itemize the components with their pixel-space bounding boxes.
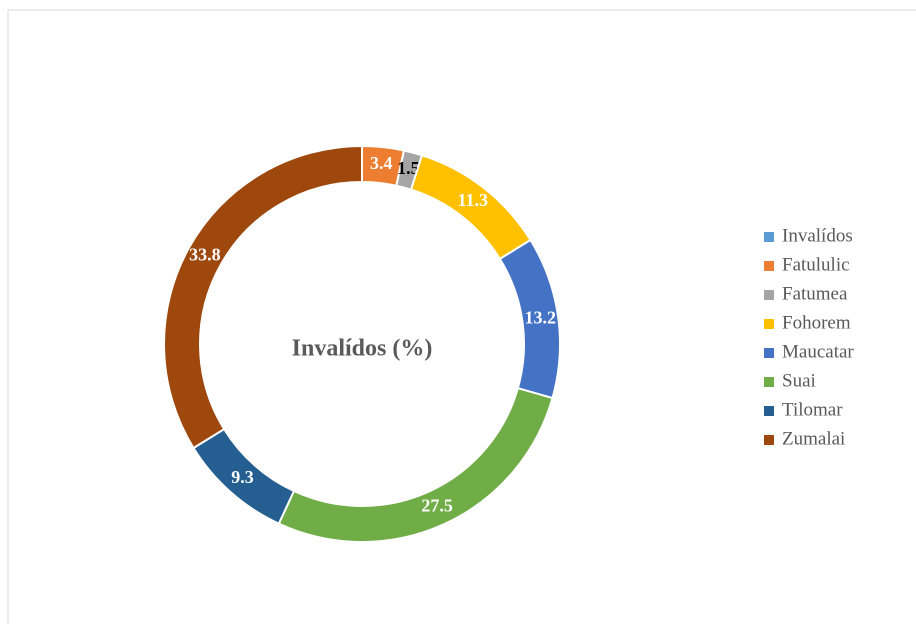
legend-swatch [764,377,774,387]
legend-swatch [764,406,774,416]
legend-label: Suai [782,370,816,391]
legend-swatch [764,290,774,300]
legend-label: Invalídos [782,225,853,246]
legend-label: Tilomar [782,399,843,420]
donut-slice [163,144,363,450]
chart-border [7,9,916,624]
data-label: 9.3 [231,467,254,487]
legend-label: Fatumea [782,283,848,304]
data-label: 33.8 [189,244,221,264]
legend-swatch [764,435,774,445]
legend-swatch [764,232,774,242]
data-label: 13.2 [525,307,557,327]
chart-title: Invalídos (%) [292,336,433,362]
data-label: 3.4 [370,153,393,173]
legend-label: Maucatar [782,341,854,362]
legend-swatch [764,348,774,358]
data-label: 27.5 [421,496,453,516]
donut-slice [277,386,554,543]
legend-label: Fohorem [782,312,851,333]
legend-label: Fatululic [782,254,850,275]
data-label: 11.3 [458,190,489,210]
legend-label: Zumalai [782,428,845,449]
legend-swatch [764,319,774,329]
legend-swatch [764,261,774,271]
data-label: 1.5 [397,158,420,178]
